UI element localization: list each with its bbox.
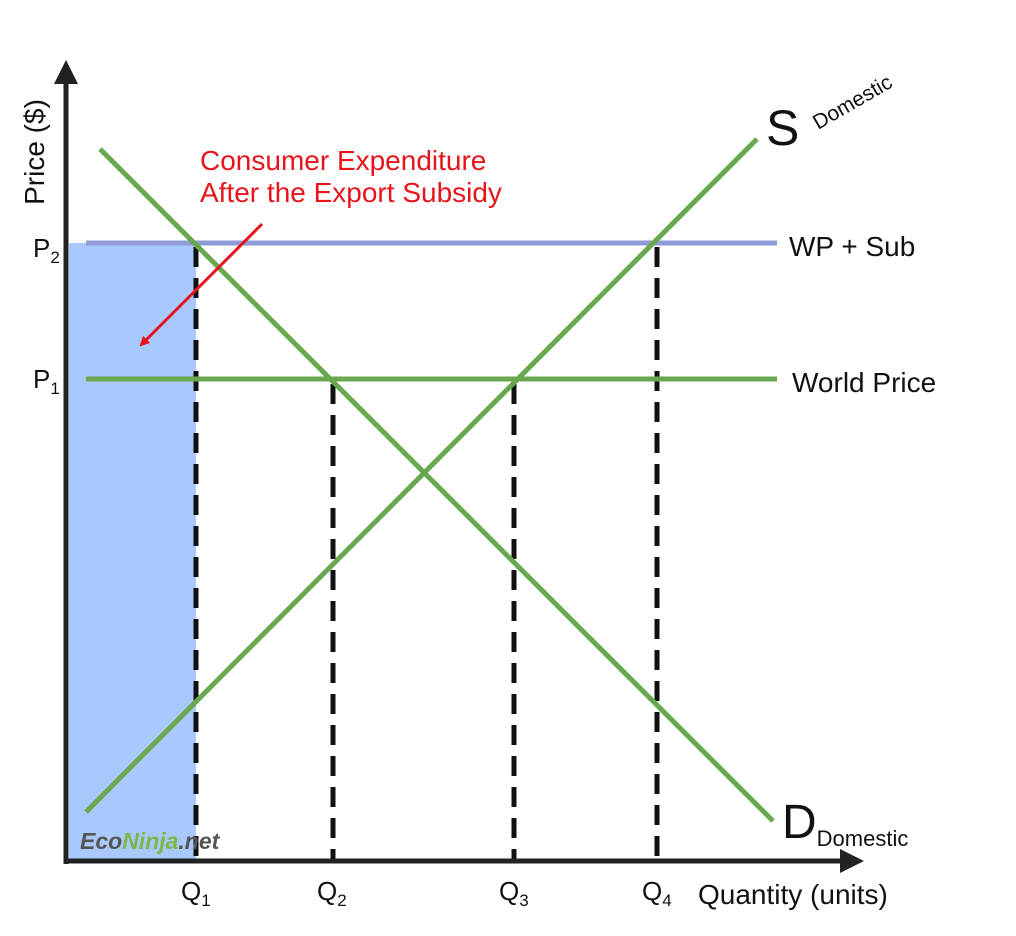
annotation-text: Consumer Expenditure After the Export Su…: [200, 145, 502, 208]
x-axis-arrowhead: [840, 849, 864, 873]
supply-line: [84, 137, 759, 814]
world-price-label: World Price: [792, 367, 936, 398]
price-tick-p2: P2: [33, 233, 60, 267]
demand-label: DDomestic: [782, 796, 908, 851]
quantity-guides: [193, 247, 660, 861]
demand-line: [98, 147, 775, 823]
supply-label-sub: Domestic: [809, 71, 896, 135]
wp-sub-label: WP + Sub: [789, 231, 915, 262]
quantity-tick-q3: Q3: [499, 876, 529, 910]
price-tick-p1: P1: [33, 364, 60, 398]
brand-watermark: EcoNinja.net: [80, 828, 221, 854]
quantity-tick-q4: Q4: [642, 876, 672, 910]
supply-label: S: [766, 100, 799, 156]
x-axis-label: Quantity (units): [698, 879, 888, 910]
annotation-line-2: After the Export Subsidy: [200, 177, 502, 208]
annotation-line-1: Consumer Expenditure: [200, 145, 486, 176]
consumer-expenditure-area: [69, 243, 196, 861]
y-axis-label: Price ($): [19, 99, 50, 205]
annotation-arrow: [139, 222, 264, 347]
y-axis-arrowhead: [54, 60, 78, 84]
quantity-tick-q2: Q2: [317, 876, 347, 910]
quantity-tick-q1: Q1: [181, 876, 211, 910]
axes: [54, 60, 864, 873]
